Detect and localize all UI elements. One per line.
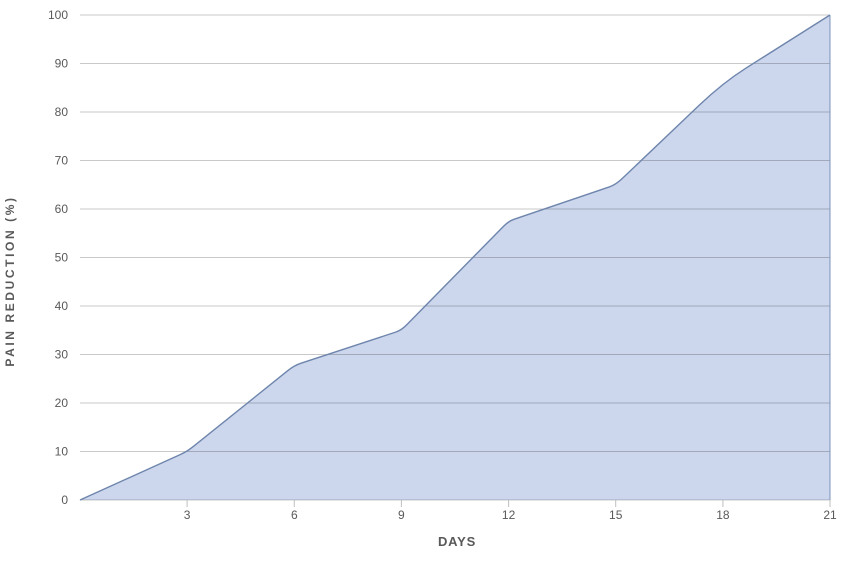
svg-text:0: 0 bbox=[61, 493, 68, 507]
svg-text:40: 40 bbox=[55, 299, 69, 313]
svg-text:10: 10 bbox=[55, 445, 69, 459]
svg-text:DAYS: DAYS bbox=[438, 534, 476, 549]
svg-text:3: 3 bbox=[184, 508, 191, 522]
svg-text:90: 90 bbox=[55, 57, 69, 71]
svg-text:9: 9 bbox=[398, 508, 405, 522]
svg-text:70: 70 bbox=[55, 154, 69, 168]
svg-text:20: 20 bbox=[55, 396, 69, 410]
svg-text:100: 100 bbox=[48, 8, 68, 22]
svg-text:6: 6 bbox=[291, 508, 298, 522]
svg-text:12: 12 bbox=[502, 508, 516, 522]
svg-text:18: 18 bbox=[716, 508, 730, 522]
svg-text:50: 50 bbox=[55, 251, 69, 265]
svg-text:60: 60 bbox=[55, 202, 69, 216]
svg-text:30: 30 bbox=[55, 348, 69, 362]
svg-text:PAIN REDUCTION (%): PAIN REDUCTION (%) bbox=[3, 195, 17, 366]
svg-text:15: 15 bbox=[609, 508, 623, 522]
svg-text:80: 80 bbox=[55, 105, 69, 119]
svg-text:21: 21 bbox=[823, 508, 837, 522]
